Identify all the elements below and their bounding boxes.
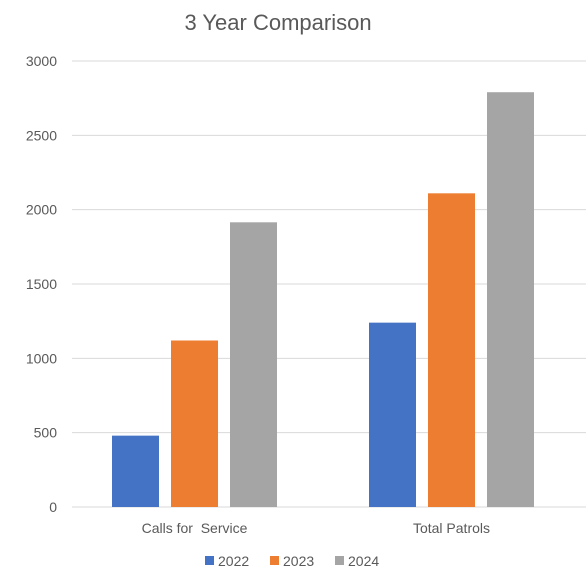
x-tick-label: Calls for Service <box>142 520 248 536</box>
bar-2023-total-patrols <box>428 193 475 507</box>
x-axis-tick-labels: Calls for Service Total Patrols <box>142 520 490 536</box>
bar-2024-total-patrols <box>487 92 534 507</box>
legend: 2022 2023 2024 <box>205 553 379 569</box>
y-tick-label: 2500 <box>26 127 57 143</box>
bar-2024-calls-for-service <box>230 222 277 507</box>
chart-title: 3 Year Comparison <box>184 10 371 35</box>
y-tick-label: 500 <box>34 425 58 441</box>
y-tick-label: 0 <box>49 499 57 515</box>
y-tick-label: 1500 <box>26 276 57 292</box>
legend-swatch-2024 <box>335 556 344 565</box>
y-tick-label: 1000 <box>26 350 57 366</box>
legend-swatch-2022 <box>205 556 214 565</box>
legend-label-2024: 2024 <box>348 553 379 569</box>
bar-2023-calls-for-service <box>171 340 218 507</box>
x-tick-label: Total Patrols <box>413 520 490 536</box>
legend-swatch-2023 <box>270 556 279 565</box>
legend-label-2022: 2022 <box>218 553 249 569</box>
bar-2022-total-patrols <box>369 322 416 507</box>
y-tick-label: 2000 <box>26 202 57 218</box>
y-tick-label: 3000 <box>26 53 57 69</box>
bars <box>112 92 534 507</box>
bar-2022-calls-for-service <box>112 435 159 507</box>
gridlines <box>72 60 586 508</box>
legend-label-2023: 2023 <box>283 553 314 569</box>
y-axis-tick-labels: 0 500 1000 1500 2000 2500 3000 <box>26 53 57 515</box>
